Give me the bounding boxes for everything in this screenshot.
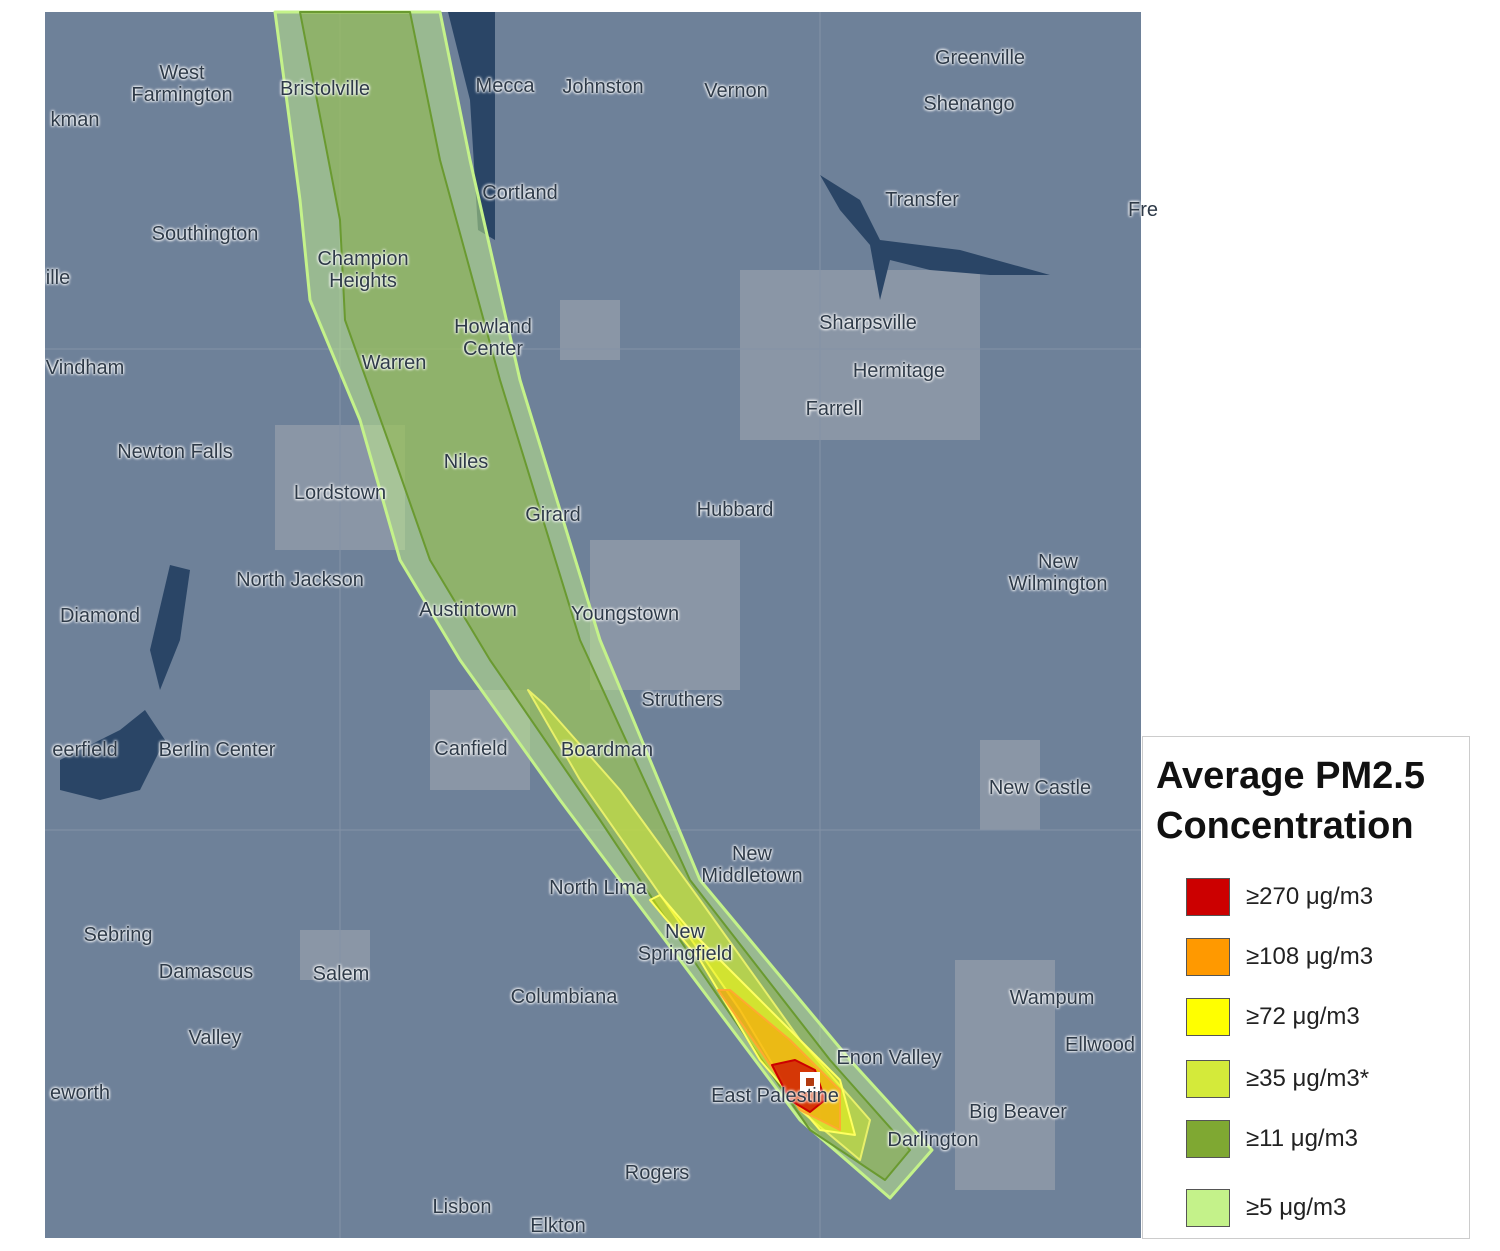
legend-item: ≥72 μg/m3 (1186, 997, 1360, 1037)
place-label: Wampum (1009, 987, 1095, 1009)
place-label: eerfield (52, 739, 118, 761)
legend-swatch (1186, 1120, 1230, 1158)
place-label: Vernon (704, 80, 768, 102)
place-label: Austintown (419, 599, 517, 621)
legend-label: ≥72 μg/m3 (1246, 1003, 1360, 1030)
place-label: Hubbard (696, 499, 774, 521)
legend-label: ≥35 μg/m3* (1246, 1065, 1370, 1092)
legend-item: ≥35 μg/m3* (1186, 1059, 1369, 1099)
place-label: Valley (188, 1027, 242, 1049)
legend-item: ≥11 μg/m3 (1186, 1119, 1358, 1159)
place-label: Warren (361, 352, 427, 374)
legend-swatch (1186, 998, 1230, 1036)
place-label: Salem (312, 963, 370, 985)
place-label: Howland Center (454, 316, 532, 360)
map (45, 10, 1141, 1238)
place-label: Shenango (923, 93, 1015, 115)
place-label: New Springfield (637, 921, 733, 965)
legend-item: ≥270 μg/m3 (1186, 877, 1373, 917)
place-label: Southington (151, 223, 259, 245)
place-label: Farrell (805, 398, 863, 420)
legend-label: ≥5 μg/m3 (1246, 1194, 1347, 1221)
place-label: eworth (49, 1082, 111, 1104)
place-label: kman (50, 109, 100, 131)
place-label: Mecca (475, 75, 535, 97)
legend-label: ≥11 μg/m3 (1246, 1125, 1358, 1152)
place-label: Bristolville (279, 78, 371, 100)
place-label: Hermitage (852, 360, 946, 382)
place-label: Youngstown (570, 603, 680, 625)
place-label: Johnston (562, 76, 644, 98)
place-label: Rogers (624, 1162, 690, 1184)
place-label: ille (45, 267, 71, 289)
place-label: Damascus (158, 961, 254, 983)
place-label: Boardman (560, 739, 654, 761)
legend-label: ≥108 μg/m3 (1246, 943, 1374, 970)
place-label: Darlington (887, 1129, 979, 1151)
place-label: Newton Falls (117, 441, 233, 463)
legend-swatch (1186, 1189, 1230, 1227)
legend-item: ≥108 μg/m3 (1186, 937, 1373, 977)
legend-title: Average PM2.5 Concentration (1156, 755, 1425, 847)
place-label: Transfer (885, 189, 959, 211)
legend-swatch (1186, 878, 1230, 916)
place-label: North Jackson (236, 569, 364, 591)
place-label: Diamond (59, 605, 141, 627)
legend-swatch (1186, 1060, 1230, 1098)
place-label: Greenville (934, 47, 1026, 69)
place-label: Lisbon (432, 1196, 492, 1218)
place-label: New Middletown (701, 843, 803, 887)
place-label: Lordstown (293, 482, 387, 504)
legend: Average PM2.5 Concentration ≥270 μg/m3 ≥1… (1142, 736, 1470, 1239)
place-label: Ellwood (1064, 1034, 1136, 1056)
place-label: North Lima (549, 877, 647, 899)
place-label: Columbiana (510, 986, 618, 1008)
place-label: Sharpsville (819, 312, 917, 334)
place-label: Vindham (45, 357, 125, 379)
legend-label: ≥270 μg/m3 (1246, 883, 1374, 910)
place-label: Cortland (482, 182, 558, 204)
place-label: Berlin Center (158, 739, 276, 761)
place-label: Struthers (641, 689, 723, 711)
place-label: Big Beaver (969, 1101, 1067, 1123)
place-label: Niles (443, 451, 489, 473)
place-label: Girard (525, 504, 581, 526)
legend-swatch (1186, 938, 1230, 976)
place-label: Canfield (434, 738, 508, 760)
place-label: Fre (1128, 199, 1158, 221)
place-label: Champion Heights (317, 248, 409, 292)
place-label: Sebring (83, 924, 153, 946)
legend-item: ≥5 μg/m3 (1186, 1188, 1346, 1228)
place-label: New Wilmington (1008, 551, 1108, 595)
place-label: East Palestine (711, 1085, 839, 1107)
place-label: Enon Valley (836, 1047, 942, 1069)
place-label: West Farmington (131, 62, 233, 106)
place-label: New Castle (988, 777, 1092, 799)
place-label: Elkton (530, 1215, 586, 1237)
